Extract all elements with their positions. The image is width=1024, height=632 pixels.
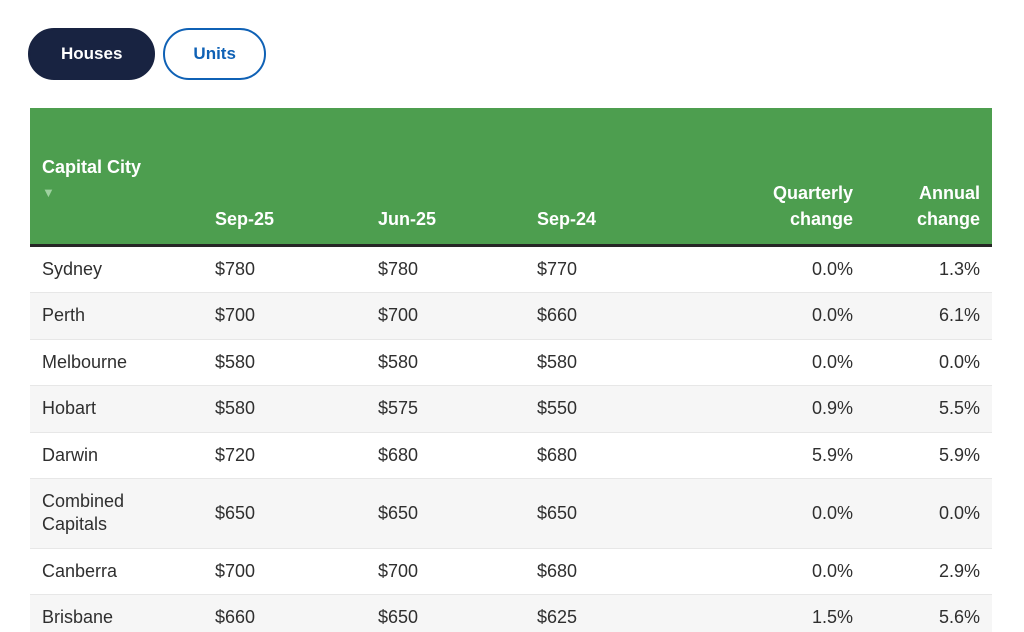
value-cell: 5.9%	[865, 432, 992, 479]
value-cell: 0.0%	[675, 478, 865, 549]
table-header: Capital City ▼ Sep-25 Jun-25 Sep-24 Quar…	[30, 108, 992, 247]
table-row: Brisbane $660 $650 $625 1.5% 5.6%	[30, 594, 992, 632]
houses-toggle-button[interactable]: Houses	[28, 28, 156, 80]
units-toggle-button[interactable]: Units	[163, 28, 266, 80]
city-cell: Canberra	[30, 548, 203, 596]
value-cell: $720	[203, 432, 366, 479]
value-cell: 0.0%	[865, 478, 992, 549]
value-cell: $700	[203, 548, 366, 596]
property-type-toggle: Houses Units	[0, 0, 1024, 80]
value-cell: $625	[525, 594, 675, 632]
column-header-label: Capital City	[42, 157, 142, 177]
value-cell: 0.9%	[675, 385, 865, 433]
value-cell: 6.1%	[865, 292, 992, 340]
table-row: Canberra $700 $700 $680 0.0% 2.9%	[30, 548, 992, 596]
value-cell: $550	[525, 385, 675, 433]
value-cell: $700	[203, 292, 366, 340]
city-cell: Darwin	[30, 432, 203, 479]
value-cell: $580	[203, 339, 366, 387]
value-cell: 1.3%	[865, 245, 992, 294]
value-cell: 0.0%	[675, 245, 865, 294]
value-cell: 5.9%	[675, 432, 865, 479]
value-cell: 5.5%	[865, 385, 992, 433]
value-cell: 0.0%	[675, 548, 865, 596]
value-cell: $580	[525, 339, 675, 387]
column-header-quarterly-change[interactable]: Quarterly change	[675, 108, 865, 247]
value-cell: $700	[366, 292, 525, 340]
value-cell: 2.9%	[865, 548, 992, 596]
city-cell: Melbourne	[30, 339, 203, 387]
value-cell: 0.0%	[865, 339, 992, 387]
value-cell: $580	[203, 385, 366, 433]
city-cell: Hobart	[30, 385, 203, 433]
value-cell: 0.0%	[675, 339, 865, 387]
value-cell: $650	[366, 478, 525, 549]
value-cell: 1.5%	[675, 594, 865, 632]
value-cell: $580	[366, 339, 525, 387]
city-cell: Perth	[30, 292, 203, 340]
value-cell: $650	[525, 478, 675, 549]
value-cell: $650	[203, 478, 366, 549]
value-cell: $660	[203, 594, 366, 632]
table-row: Combined Capitals $650 $650 $650 0.0% 0.0%	[30, 478, 992, 549]
value-cell: 5.6%	[865, 594, 992, 632]
column-header-capital-city[interactable]: Capital City ▼	[30, 108, 203, 247]
value-cell: $770	[525, 245, 675, 294]
table-row: Melbourne $580 $580 $580 0.0% 0.0%	[30, 339, 992, 387]
value-cell: 0.0%	[675, 292, 865, 340]
column-header-annual-change[interactable]: Annual change	[865, 108, 992, 247]
table-row: Sydney $780 $780 $770 0.0% 1.3%	[30, 245, 992, 294]
city-cell: Brisbane	[30, 594, 203, 632]
value-cell: $680	[525, 432, 675, 479]
table-row: Perth $700 $700 $660 0.0% 6.1%	[30, 292, 992, 340]
value-cell: $660	[525, 292, 675, 340]
table-row: Hobart $580 $575 $550 0.9% 5.5%	[30, 385, 992, 433]
column-header-jun-25[interactable]: Jun-25	[366, 108, 525, 247]
value-cell: $700	[366, 548, 525, 596]
table-row: Darwin $720 $680 $680 5.9% 5.9%	[30, 432, 992, 479]
table-body: Sydney $780 $780 $770 0.0% 1.3% Perth $700 $700 $…	[30, 245, 992, 632]
value-cell: $650	[366, 594, 525, 632]
rental-price-table-container: Capital City ▼ Sep-25 Jun-25 Sep-24 Quar…	[30, 108, 994, 632]
value-cell: $680	[525, 548, 675, 596]
city-cell: Combined Capitals	[30, 478, 203, 549]
value-cell: $780	[366, 245, 525, 294]
column-header-sep-25[interactable]: Sep-25	[203, 108, 366, 247]
value-cell: $780	[203, 245, 366, 294]
rental-price-table: Capital City ▼ Sep-25 Jun-25 Sep-24 Quar…	[30, 108, 992, 632]
city-cell: Sydney	[30, 245, 203, 294]
value-cell: $575	[366, 385, 525, 433]
value-cell: $680	[366, 432, 525, 479]
sort-descending-icon: ▼	[42, 185, 55, 200]
column-header-sep-24[interactable]: Sep-24	[525, 108, 675, 247]
